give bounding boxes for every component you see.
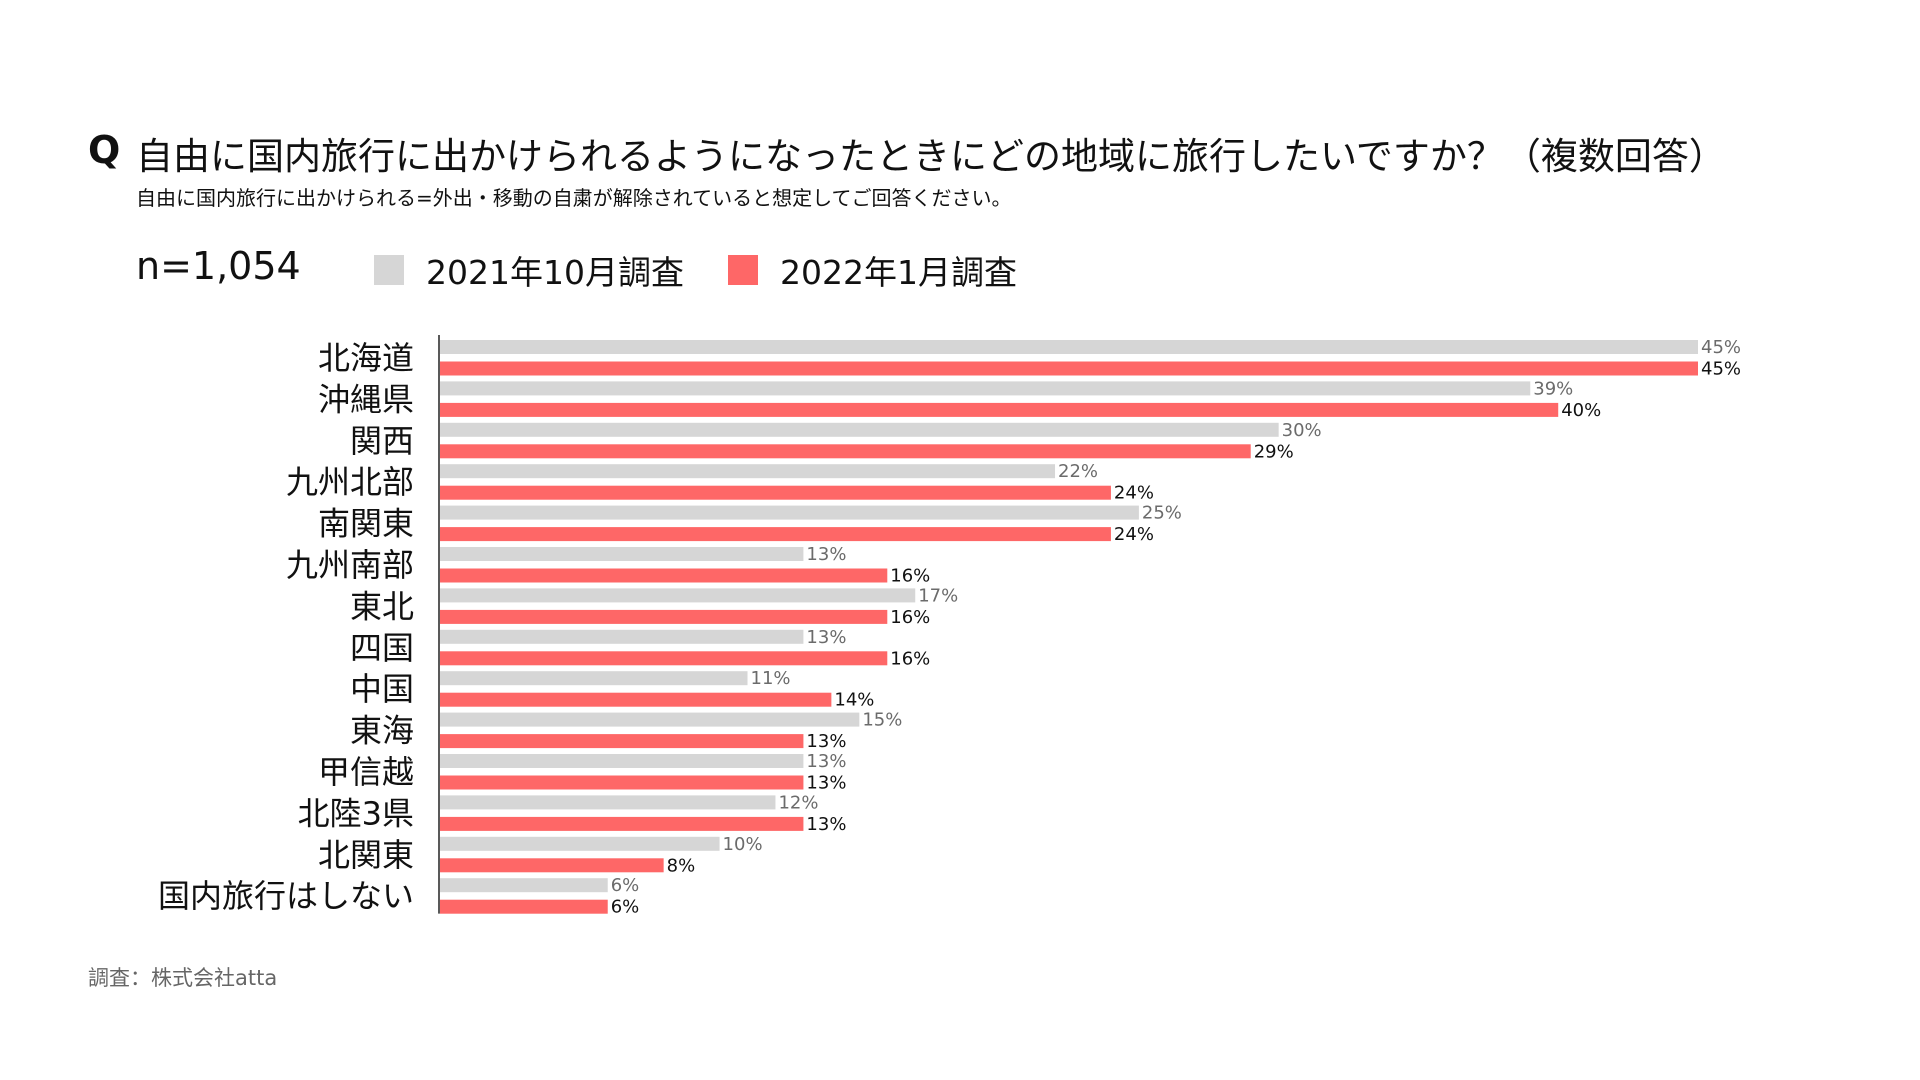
bar-2022 [440, 775, 804, 790]
bar-2021 [440, 340, 1698, 354]
bar-2021 [440, 505, 1139, 520]
chart-subtitle: 自由に国内旅行に出かけられる=外出・移動の自粛が解除されていると想定してご回答く… [136, 186, 1012, 210]
data-label-2021: 25% [1142, 503, 1182, 524]
data-label-2022: 13% [806, 773, 846, 794]
data-label-2021: 13% [806, 627, 846, 648]
bar-2021 [440, 712, 860, 727]
category-label: 北関東 [318, 836, 414, 874]
data-label-2021: 15% [862, 710, 902, 731]
data-label-2021: 11% [751, 668, 791, 689]
category-label: 甲信越 [318, 753, 414, 791]
legend-swatch-2021 [374, 255, 404, 285]
data-label-2021: 13% [806, 751, 846, 772]
bar-2021 [440, 671, 748, 686]
data-label-2021: 30% [1282, 420, 1322, 441]
legend-label-2021: 2021年10月調査 [426, 253, 684, 292]
data-label-2022: 16% [890, 566, 930, 587]
data-label-2021: 45% [1701, 337, 1741, 358]
bar-2022 [440, 609, 888, 624]
data-label-2022: 6% [611, 897, 640, 918]
bar-2022 [440, 734, 804, 749]
bar-2021 [440, 795, 776, 810]
category-label: 九州北部 [286, 463, 414, 501]
question-marker: Q [88, 128, 121, 172]
bar-2022 [440, 899, 608, 914]
bar-2022 [440, 858, 664, 873]
legend-item-2021: 2021年10月調査 [374, 246, 684, 294]
bar-2021 [440, 754, 804, 768]
category-label: 東北 [350, 587, 414, 625]
data-label-2021: 22% [1058, 461, 1098, 482]
bar-2022 [440, 444, 1251, 459]
bar-2022 [440, 816, 804, 831]
bar-2021 [440, 381, 1531, 396]
category-label: 東海 [350, 712, 414, 750]
data-label-2022: 16% [890, 648, 930, 669]
category-label: 九州南部 [286, 546, 414, 584]
data-label-2021: 6% [611, 875, 640, 896]
category-label: 沖縄県 [318, 380, 414, 418]
data-label-2021: 10% [723, 834, 763, 855]
data-label-2022: 24% [1114, 524, 1154, 545]
bar-2021 [440, 588, 916, 603]
bar-2022 [440, 651, 888, 666]
bar-2021 [440, 464, 1056, 479]
bar-2021 [440, 629, 804, 644]
data-label-2021: 13% [806, 544, 846, 565]
chart-title: 自由に国内旅行に出かけられるようになったときにどの地域に旅行したいですか？（複数… [136, 135, 1726, 178]
bar-2021 [440, 878, 608, 893]
data-label-2022: 13% [806, 814, 846, 835]
category-label: 関西 [350, 422, 414, 460]
category-label: 四国 [350, 629, 414, 667]
data-label-2021: 17% [918, 585, 958, 606]
bar-2022 [440, 402, 1559, 417]
category-label: 北海道 [318, 339, 414, 377]
bar-2021 [440, 547, 804, 561]
bar-2022 [440, 568, 888, 583]
legend-item-2022: 2022年1月調査 [727, 246, 1017, 294]
legend-label-2022: 2022年1月調査 [779, 253, 1017, 292]
data-label-2022: 8% [667, 855, 696, 876]
category-label: 北陸3県 [298, 794, 414, 832]
data-label-2022: 24% [1114, 483, 1154, 504]
data-label-2022: 40% [1561, 400, 1601, 421]
data-label-2022: 14% [834, 690, 874, 711]
bar-2022 [440, 361, 1698, 376]
legend-swatch-2022 [727, 255, 758, 285]
bar-2021 [440, 836, 720, 851]
data-label-2022: 29% [1254, 441, 1294, 462]
category-label: 中国 [350, 670, 414, 708]
bar-2022 [440, 527, 1111, 542]
sample-size: n=1,054 [136, 244, 301, 288]
data-label-2022: 16% [890, 607, 930, 628]
data-label-2022: 13% [806, 731, 846, 752]
bar-2022 [440, 485, 1111, 500]
bar-2022 [440, 692, 832, 707]
data-label-2021: 12% [778, 792, 818, 813]
bar-2021 [440, 422, 1279, 437]
data-label-2021: 39% [1533, 378, 1573, 399]
category-label: 南関東 [318, 505, 414, 543]
source-note: 調査：株式会社atta [88, 966, 278, 990]
legend: 2021年10月調査 2022年1月調査 [374, 246, 1061, 294]
category-label: 国内旅行はしない [158, 877, 414, 915]
data-label-2022: 45% [1701, 359, 1741, 380]
